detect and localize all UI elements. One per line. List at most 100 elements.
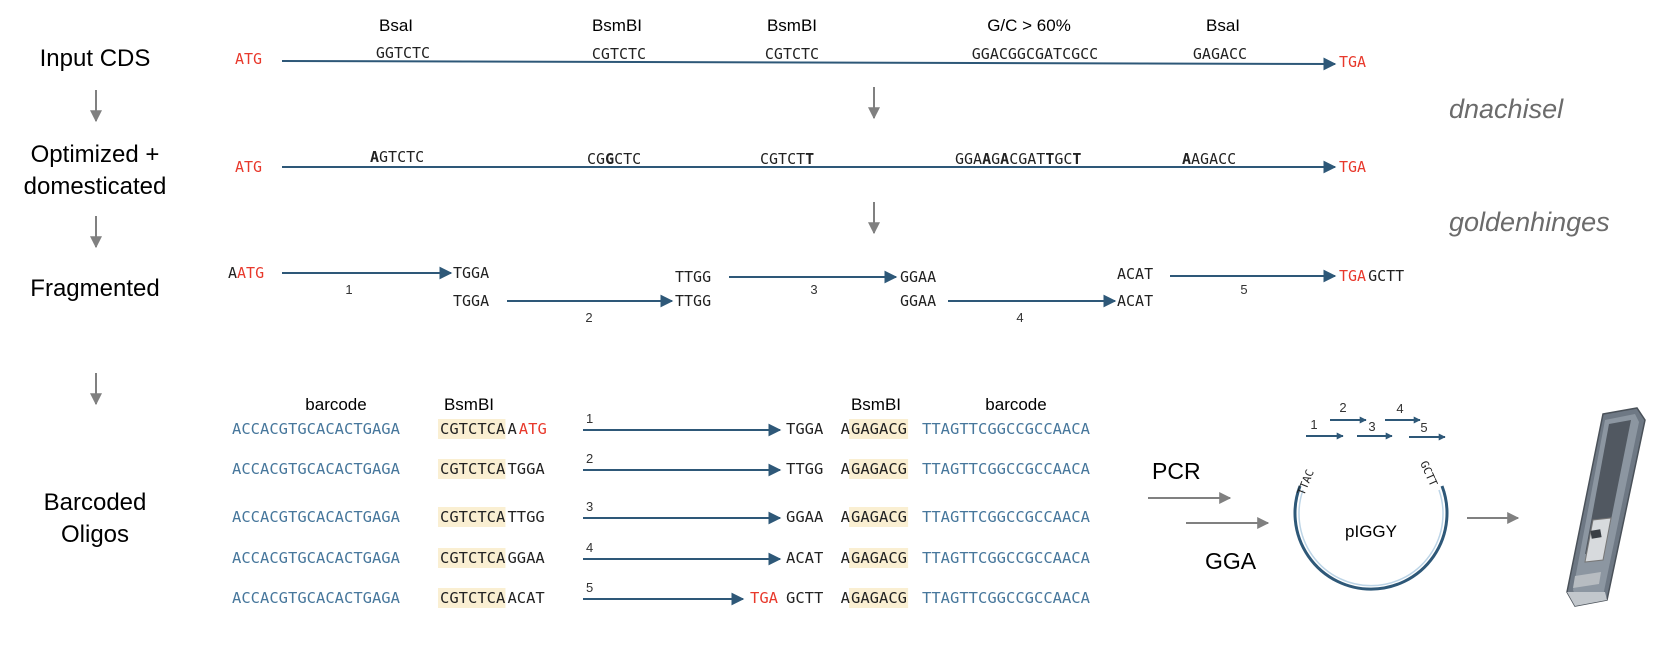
- label-barcode: barcode: [985, 395, 1046, 414]
- pcr-label: PCR: [1152, 458, 1201, 484]
- overhang: TGGA: [453, 264, 489, 282]
- fragment-number: 5: [1240, 282, 1247, 297]
- overhang: ACAT: [1117, 265, 1153, 283]
- mutated-base: G: [605, 150, 614, 168]
- stop-codon: TGA: [1339, 53, 1366, 71]
- mutated-base: T: [805, 150, 814, 168]
- label-bsmbi: BsmBI: [851, 395, 901, 414]
- barcode-sequence: ACCACGTGCACACTGAGA: [232, 420, 401, 438]
- plasmid-name: pIGGY: [1345, 522, 1397, 541]
- row-label-barcoded-line1: Barcoded: [44, 489, 147, 516]
- spacer-base: A: [841, 549, 851, 567]
- site-sequence: GAGACC: [1193, 45, 1247, 63]
- bsmbi-highlight: [849, 419, 909, 439]
- overhang: GGAA: [900, 268, 936, 286]
- start-codon: ATG: [519, 420, 547, 438]
- mutated-base: T: [1072, 150, 1081, 168]
- spacer-base: A: [507, 420, 517, 438]
- optimized-site: GGAAGACGATTGCT: [955, 150, 1081, 168]
- barcode-sequence: ACCACGTGCACACTGAGA: [232, 589, 401, 607]
- nanopore-sequencer-icon: [1566, 407, 1646, 607]
- site-label-bsai: BsaI: [1206, 16, 1240, 35]
- barcode-sequence: TTAGTTCGGCCGCCAACA: [922, 508, 1091, 526]
- row-label-input: Input CDS: [40, 45, 151, 72]
- fragment-number: 1: [345, 282, 352, 297]
- bsmbi-site: CGTCTCA: [440, 589, 506, 607]
- bsmbi-site: CGTCTCA: [440, 460, 506, 478]
- barcode-sequence: TTAGTTCGGCCGCCAACA: [922, 589, 1091, 607]
- barcode-sequence: ACCACGTGCACACTGAGA: [232, 508, 401, 526]
- bsmbi-highlight: [849, 548, 909, 568]
- overhang: TTGG: [675, 268, 711, 286]
- site-sequence: CTC: [614, 150, 641, 168]
- bsmbi-highlight: [849, 507, 909, 527]
- tool-label-goldenhinges: goldenhinges: [1449, 207, 1610, 237]
- stop-codon: TGA: [1339, 267, 1366, 285]
- site-sequence: GTCTC: [379, 148, 424, 166]
- row-label-optimized-line2: domesticated: [24, 173, 167, 200]
- label-bsmbi: BsmBI: [444, 395, 494, 414]
- overhang: TTGG: [786, 460, 823, 478]
- stop-codon: TGA: [1339, 158, 1366, 176]
- overhang: TGGA: [786, 420, 824, 438]
- overhang: GGAA: [507, 549, 545, 567]
- site-label-bsmbi: BsmBI: [592, 16, 642, 35]
- plasmid-map: pIGGY TTAC GCTT: [1293, 459, 1449, 591]
- fragment-number: 5: [1420, 420, 1427, 435]
- label-barcode: barcode: [305, 395, 366, 414]
- fragment-number: 3: [586, 499, 593, 514]
- prefix-base: A: [228, 264, 237, 282]
- fragment-number: 4: [586, 540, 593, 555]
- bsmbi-highlight: [438, 419, 506, 439]
- overhang: GGAA: [786, 508, 824, 526]
- overhang: TTGG: [675, 292, 711, 310]
- mutated-base: A: [1182, 150, 1191, 168]
- bsmbi-site: CGTCTCA: [440, 420, 506, 438]
- spacer-base: A: [841, 460, 851, 478]
- overhang: GCTT: [1368, 267, 1404, 285]
- spacer-base: A: [841, 420, 851, 438]
- mutated-base: A: [982, 150, 991, 168]
- fragment-number: 4: [1016, 310, 1023, 325]
- overhang: ACAT: [507, 589, 544, 607]
- site-label-gc-content: G/C > 60%: [987, 16, 1071, 35]
- overhang: GGAA: [900, 292, 936, 310]
- plasmid-overhang-left: TTAC: [1295, 468, 1317, 497]
- site-sequence: G: [991, 150, 1000, 168]
- plasmid-backbone: [1293, 485, 1449, 591]
- bsmbi-highlight: [438, 548, 506, 568]
- fragment-number: 5: [586, 580, 593, 595]
- row-label-fragmented: Fragmented: [30, 275, 159, 302]
- overhang: ACAT: [1117, 292, 1153, 310]
- row-label-barcoded-line2: Oligos: [61, 521, 129, 548]
- bsmbi-site: GAGACG: [851, 508, 907, 526]
- bsmbi-site: GAGACG: [851, 420, 907, 438]
- mutated-base: A: [1000, 150, 1009, 168]
- mutated-base: T: [1045, 150, 1054, 168]
- start-codon: ATG: [235, 158, 262, 176]
- stop-codon: TGA: [750, 589, 779, 607]
- site-sequence: GGACGGCGATCGCC: [972, 45, 1098, 63]
- fragment-start: AATG: [228, 264, 264, 282]
- overhang: TGGA: [507, 460, 545, 478]
- bsmbi-highlight: [438, 459, 506, 479]
- bsmbi-site: GAGACG: [851, 460, 907, 478]
- bsmbi-highlight: [849, 588, 909, 608]
- fragment-number: 2: [586, 451, 593, 466]
- barcode-sequence: TTAGTTCGGCCGCCAACA: [922, 420, 1091, 438]
- tool-label-dnachisel: dnachisel: [1449, 94, 1564, 124]
- site-sequence: CGTCTC: [765, 45, 819, 63]
- gga-label: GGA: [1205, 548, 1257, 574]
- optimized-site: AAGACC: [1182, 150, 1236, 168]
- bsmbi-site: GAGACG: [851, 589, 907, 607]
- barcode-sequence: ACCACGTGCACACTGAGA: [232, 549, 401, 567]
- site-sequence: GGA: [955, 150, 982, 168]
- cds-arrow: [281, 57, 1337, 71]
- site-sequence: GGTCTC: [376, 44, 430, 62]
- overhang: ACAT: [786, 549, 823, 567]
- spacer-base: A: [841, 589, 851, 607]
- spacer-base: A: [841, 508, 851, 526]
- site-sequence: CG: [587, 150, 605, 168]
